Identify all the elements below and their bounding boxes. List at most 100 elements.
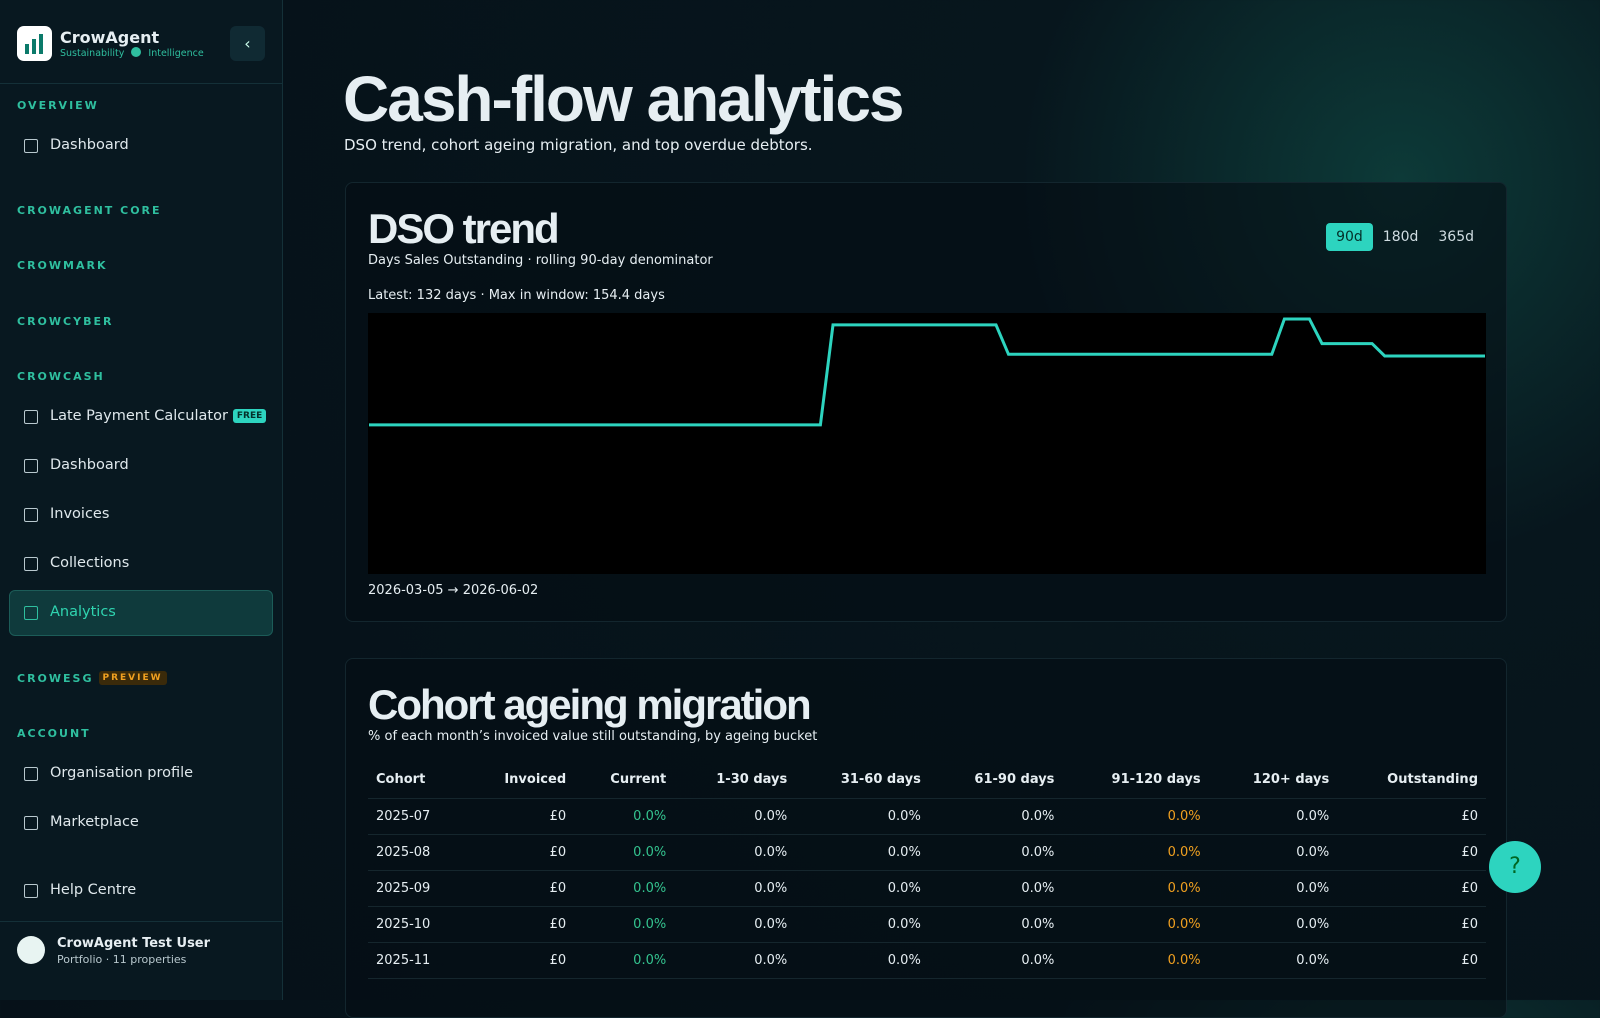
table-cell: 0.0% bbox=[795, 834, 929, 871]
collapse-button[interactable]: ‹ bbox=[230, 26, 265, 61]
column-header: 120+ days bbox=[1208, 762, 1338, 799]
link-label: Analytics bbox=[50, 604, 116, 620]
brand-tag-1: Sustainability bbox=[60, 48, 125, 59]
table-cell: £0 bbox=[1337, 798, 1486, 835]
link-label: Organisation profile bbox=[50, 765, 194, 781]
table-cell: 0.0% bbox=[674, 798, 796, 835]
dso-chart bbox=[368, 313, 1486, 574]
table-cell: 0.0% bbox=[928, 870, 1063, 907]
nav-icon bbox=[24, 816, 38, 830]
section-label: ACCOUNT bbox=[17, 727, 91, 740]
badge: FREE bbox=[232, 409, 267, 423]
nav-link[interactable]: Help Centre bbox=[50, 882, 136, 898]
chart-bg bbox=[368, 313, 1486, 574]
table-cell: £0 bbox=[1337, 942, 1486, 979]
table-cell: 2025-09 bbox=[368, 870, 466, 907]
dso-line bbox=[369, 317, 1485, 427]
table-row: 2025-10 £0 0.0% 0.0% 0.0% 0.0% 0.0% 0.0% £0 bbox=[368, 906, 1486, 943]
link-label: Collections bbox=[50, 555, 130, 571]
page-title: Cash-flow analytics bbox=[343, 63, 904, 135]
section-label: CROWESG bbox=[17, 672, 94, 685]
table-cell: 0.0% bbox=[1208, 870, 1338, 907]
table-cell: 0.0% bbox=[574, 906, 675, 943]
nav-section[interactable]: OVERVIEW bbox=[17, 99, 99, 112]
dso-period: 2026-03-05 → 2026-06-02 bbox=[368, 583, 539, 598]
nav-icon bbox=[24, 884, 38, 898]
badge: PREVIEW bbox=[98, 671, 167, 685]
table-cell: 0.0% bbox=[574, 798, 675, 835]
nav-section[interactable]: CROWESG PREVIEW bbox=[17, 671, 167, 685]
table-cell: £0 bbox=[1337, 906, 1486, 943]
nav-link[interactable]: Analytics bbox=[50, 604, 116, 620]
nav-link[interactable]: Late Payment Calculator FREE bbox=[50, 408, 267, 424]
range-toggle: 90d 180d 365d bbox=[1326, 223, 1484, 251]
nav-icon bbox=[24, 459, 38, 473]
dso-card: DSO trend Days Sales Outstanding · rolli… bbox=[345, 182, 1507, 622]
link-label: Help Centre bbox=[50, 882, 137, 898]
section-label: OVERVIEW bbox=[17, 99, 99, 112]
cohort-title: Cohort ageing migration bbox=[368, 681, 812, 728]
brand-tag-2: Intelligence bbox=[148, 48, 204, 59]
nav-link[interactable]: Invoices bbox=[50, 506, 109, 522]
nav-icon bbox=[24, 410, 38, 424]
divider bbox=[0, 83, 283, 84]
cohort-card: Cohort ageing migration % of each month’… bbox=[345, 658, 1507, 1018]
table-cell: 0.0% bbox=[1062, 798, 1209, 835]
link-label: Late Payment Calculator bbox=[50, 408, 228, 424]
nav-section[interactable]: CROWCYBER bbox=[17, 315, 113, 328]
table-cell: 0.0% bbox=[1208, 834, 1338, 871]
divider bbox=[0, 921, 283, 922]
range-button[interactable]: 90d bbox=[1326, 223, 1373, 251]
user-name[interactable]: CrowAgent Test User bbox=[57, 936, 211, 951]
column-header: Invoiced bbox=[465, 762, 575, 799]
nav-link[interactable]: Collections bbox=[50, 555, 129, 571]
table-cell: 0.0% bbox=[574, 870, 675, 907]
table-cell: £0 bbox=[465, 834, 575, 871]
nav-section[interactable]: ACCOUNT bbox=[17, 727, 91, 740]
cohort-table: Cohort Invoiced Current 1-30 days 31-60 days… bbox=[368, 762, 1486, 979]
nav-link[interactable]: Dashboard bbox=[50, 457, 129, 473]
link-label: Marketplace bbox=[50, 814, 139, 830]
page-subtitle: DSO trend, cohort ageing migration, and … bbox=[344, 136, 813, 154]
nav-section[interactable]: CROWMARK bbox=[17, 259, 107, 272]
table-row: 2025-09 £0 0.0% 0.0% 0.0% 0.0% 0.0% 0.0% £0 bbox=[368, 870, 1486, 907]
table-cell: £0 bbox=[465, 798, 575, 835]
nav-icon bbox=[24, 606, 38, 620]
table-cell: 0.0% bbox=[795, 942, 929, 979]
table-cell: 0.0% bbox=[1208, 798, 1338, 835]
table-cell: 0.0% bbox=[795, 870, 929, 907]
header-row: Cohort Invoiced Current 1-30 days 31-60 days… bbox=[368, 762, 1486, 799]
table-cell: 2025-08 bbox=[368, 834, 466, 871]
table-cell: 2025-07 bbox=[368, 798, 466, 835]
nav-link[interactable]: Organisation profile bbox=[50, 765, 193, 781]
table-cell: £0 bbox=[465, 942, 575, 979]
range-button[interactable]: 365d bbox=[1438, 229, 1474, 245]
range-button[interactable]: 180d bbox=[1382, 229, 1419, 245]
logo bbox=[17, 26, 52, 61]
table-cell: 0.0% bbox=[1062, 906, 1209, 943]
table-cell: 0.0% bbox=[674, 906, 796, 943]
section-label: CROWMARK bbox=[17, 259, 108, 272]
nav-section[interactable]: CROWAGENT CORE bbox=[17, 204, 162, 217]
table-cell: 0.0% bbox=[1062, 834, 1209, 871]
section-label: CROWCYBER bbox=[17, 315, 114, 328]
section-label: CROWCASH bbox=[17, 370, 105, 383]
brand-name: CrowAgent bbox=[60, 28, 160, 47]
nav-link[interactable]: Marketplace bbox=[50, 814, 139, 830]
column-header: 1-30 days bbox=[674, 762, 796, 799]
help-button[interactable]: ? bbox=[1489, 841, 1541, 893]
nav-section[interactable]: CROWCASH bbox=[17, 370, 105, 383]
nav-link[interactable]: Dashboard bbox=[50, 137, 129, 153]
dso-subtitle: Days Sales Outstanding · rolling 90-day … bbox=[368, 253, 713, 268]
table-row: 2025-11 £0 0.0% 0.0% 0.0% 0.0% 0.0% 0.0% £0 bbox=[368, 942, 1486, 979]
link-label: Dashboard bbox=[50, 457, 129, 473]
table-cell: 0.0% bbox=[674, 834, 796, 871]
sidebar: CrowAgent Sustainability Intelligence ‹ … bbox=[0, 0, 283, 1000]
table-cell: 0.0% bbox=[1208, 906, 1338, 943]
nav-icon bbox=[24, 557, 38, 571]
brand-tag: Sustainability Intelligence bbox=[60, 47, 204, 59]
table-cell: £0 bbox=[465, 870, 575, 907]
table-cell: £0 bbox=[1337, 870, 1486, 907]
main: Cash-flow analytics DSO trend, cohort ag… bbox=[283, 0, 1600, 1018]
table-cell: 0.0% bbox=[1062, 870, 1209, 907]
